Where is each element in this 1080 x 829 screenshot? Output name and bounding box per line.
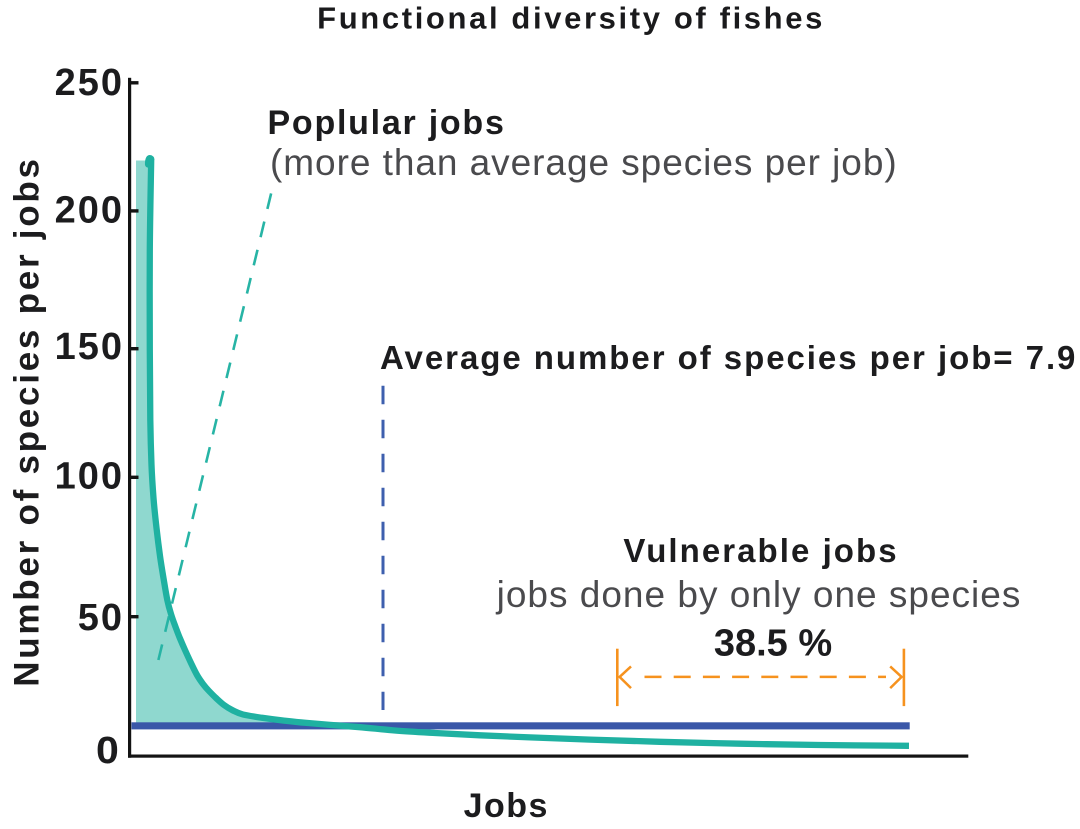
svg-text:Average number of species per: Average number of species per job= 7.9 (380, 339, 1077, 376)
svg-text:Poplular jobs: Poplular jobs (268, 104, 506, 142)
svg-text:200: 200 (55, 189, 124, 231)
svg-text:100: 100 (55, 455, 124, 497)
svg-text:Vulnerable jobs: Vulnerable jobs (623, 532, 898, 569)
svg-text:Functional diversity of fishes: Functional diversity of fishes (317, 0, 825, 35)
svg-text:Number of species per jobs: Number of species per jobs (8, 156, 47, 687)
svg-text:50: 50 (78, 597, 124, 639)
svg-text:38.5 %: 38.5 % (714, 623, 832, 665)
svg-text:(more than average species per: (more than average species per job) (270, 142, 898, 183)
svg-text:150: 150 (55, 326, 124, 368)
svg-text:Jobs: Jobs (464, 787, 549, 824)
svg-text:250: 250 (55, 62, 124, 104)
svg-text:0: 0 (96, 730, 121, 772)
svg-text:jobs done by only one species: jobs done by only one species (496, 574, 1022, 615)
